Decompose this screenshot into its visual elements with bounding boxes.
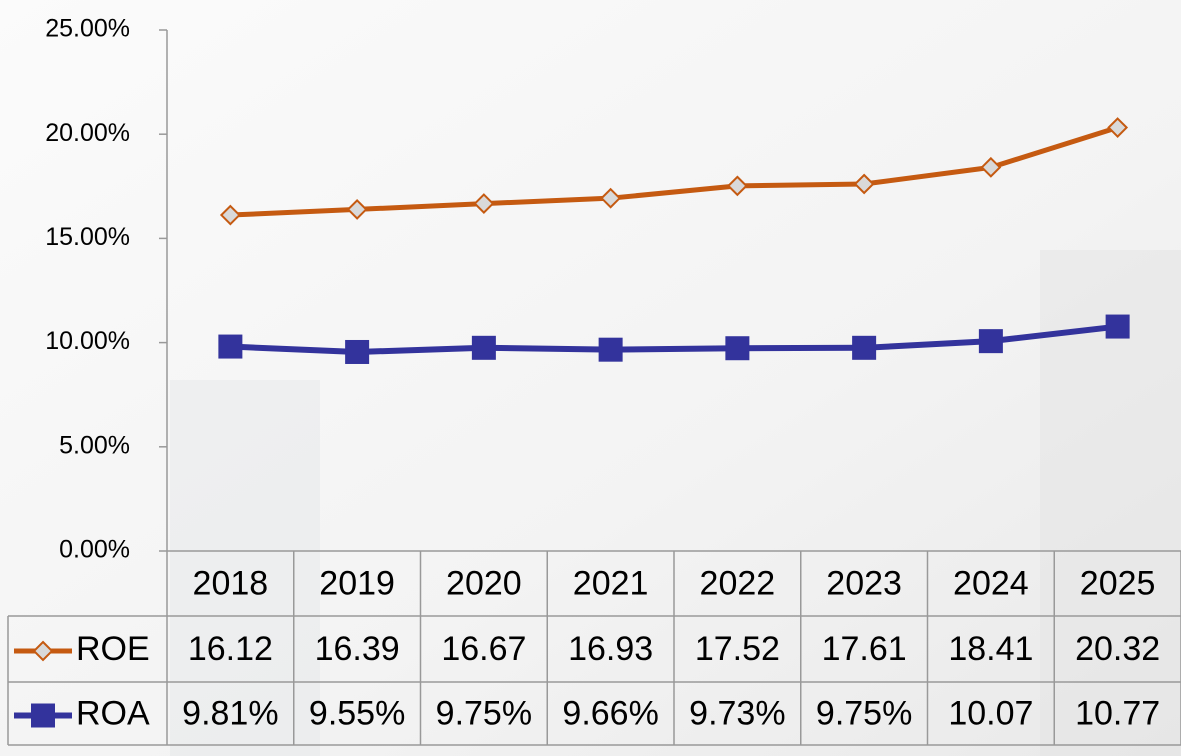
y-tick-label: 25.00% [45,15,130,43]
point [345,340,369,364]
x-tick-label: 2025 [1080,564,1156,602]
point [979,329,1003,353]
y-tick-label: 20.00% [45,119,130,147]
data-label: 17.61 [822,630,907,668]
data-label: 16.12 [188,630,273,668]
point [725,336,749,360]
data-label: 9.75% [436,694,532,732]
data-label: 16.39 [315,630,400,668]
x-tick-label: 2024 [953,564,1029,602]
x-tick-label: 2020 [446,564,522,602]
y-tick-label: 15.00% [45,223,130,251]
x-tick-label: 2022 [700,564,776,602]
point [599,338,623,362]
x-tick-label: 2023 [826,564,902,602]
data-label: 17.52 [695,630,780,668]
data-label: 9.55% [309,694,405,732]
data-label: 18.41 [948,630,1033,668]
point [472,336,496,360]
data-label: 9.66% [562,694,658,732]
y-tick-label: 5.00% [59,431,130,459]
point [218,335,242,359]
x-tick-label: 2021 [573,564,649,602]
data-label: 10.07 [948,694,1033,732]
y-tick-label: 10.00% [45,327,130,355]
data-label: 16.67 [441,630,526,668]
data-label: 10.77 [1075,694,1160,732]
legend-label: ROE [76,630,150,668]
point [1106,315,1130,339]
data-label: 9.75% [816,694,912,732]
legend-marker [31,704,55,728]
data-label: 16.93 [568,630,653,668]
data-label: 9.81% [182,694,278,732]
legend-label: ROA [76,694,150,732]
x-tick-label: 2019 [319,564,395,602]
chart: 0.00% 5.00% 10.00% 15.00% 20.00% 25.00% 2018 20… [0,0,1181,756]
point [852,336,876,360]
y-tick-label: 0.00% [59,536,130,564]
data-label: 20.32 [1075,630,1160,668]
data-label: 9.73% [689,694,785,732]
x-tick-label: 2018 [193,564,269,602]
